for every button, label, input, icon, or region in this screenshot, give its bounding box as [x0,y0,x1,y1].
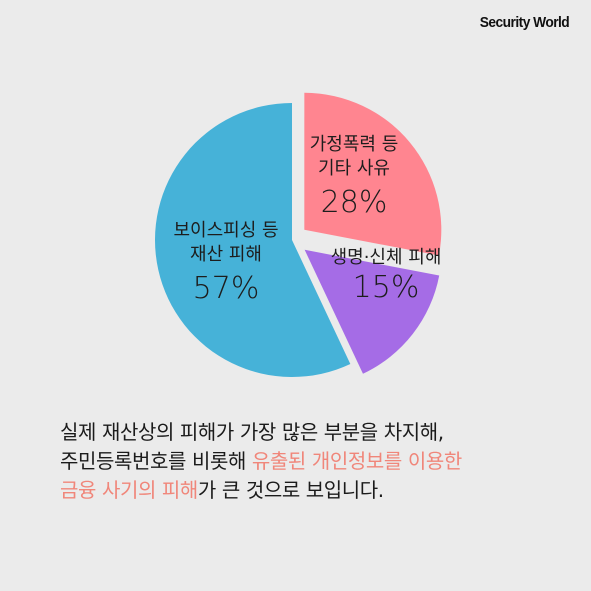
slice-label-family-1: 가정폭력 등 [310,134,399,155]
caption-line-3-text: 가 큰 것으로 보입니다. [197,478,384,502]
slice-label-phishing-2: 재산 피해 [190,244,262,265]
slice-value-family: 28% [321,185,388,220]
slice-value-health: 15% [353,270,420,305]
caption: 실제 재산상의 피해가 가장 많은 부분을 차지해, 주민등록번호를 비롯해 유… [60,418,580,505]
pie-slice-phishing [154,103,351,377]
slice-label-phishing-1: 보이스피싱 등 [173,220,278,241]
pie-slice-health [304,249,440,374]
caption-line-2-text: 주민등록번호를 비롯해 [60,449,252,473]
pie-slice-family [304,92,442,256]
brand-logo: Security World [479,14,570,31]
caption-line-3: 금융 사기의 피해가 큰 것으로 보입니다. [60,476,580,505]
slice-label-family-2: 기타 사유 [318,158,390,179]
caption-line-1: 실제 재산상의 피해가 가장 많은 부분을 차지해, [60,420,444,444]
caption-line-2: 주민등록번호를 비롯해 유출된 개인정보를 이용한 [60,447,580,476]
caption-line-2-highlight: 유출된 개인정보를 이용한 [251,449,462,473]
slice-value-phishing: 57% [193,271,260,306]
slice-label-health-1: 생명·신체 피해 [331,247,442,268]
caption-line-3-highlight: 금융 사기의 피해 [60,478,198,502]
